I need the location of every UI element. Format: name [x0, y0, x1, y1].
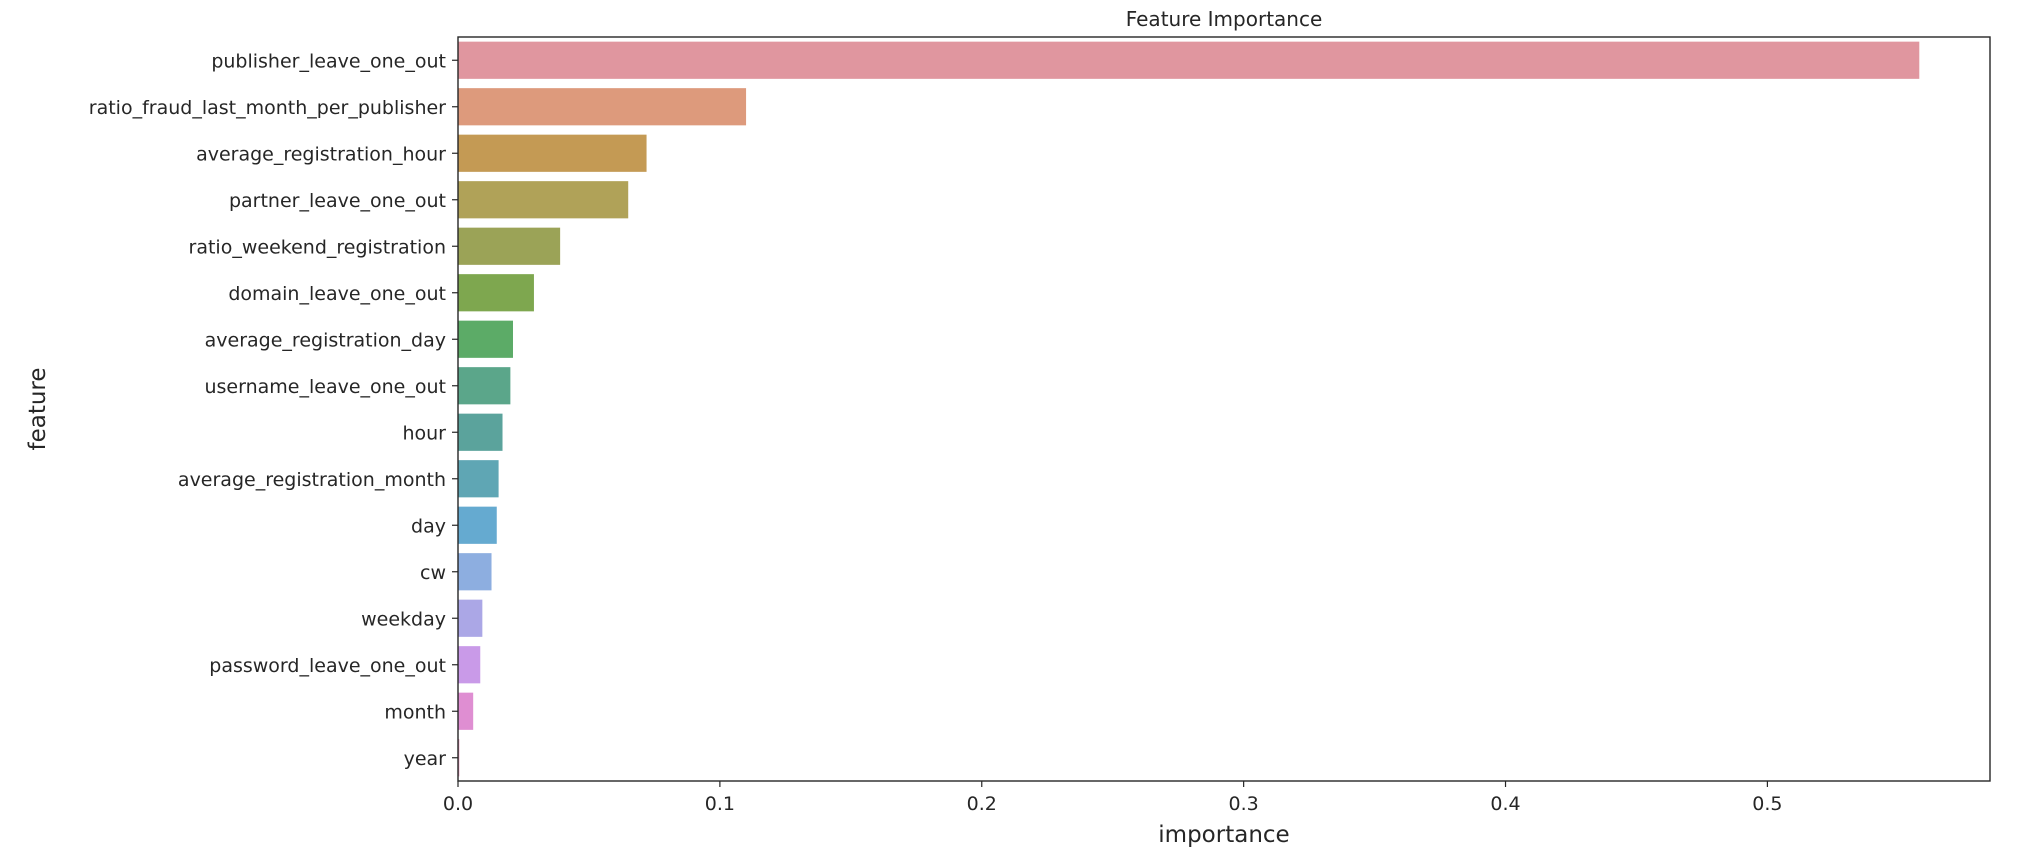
bar-average_registration_hour	[458, 134, 647, 172]
y-tick-label: hour	[402, 422, 446, 444]
x-tick-label: 0.5	[1752, 793, 1782, 815]
bar-day	[458, 506, 497, 544]
y-tick-label: ratio_weekend_registration	[189, 236, 446, 258]
bar-average_registration_month	[458, 460, 499, 498]
y-tick-label: ratio_fraud_last_month_per_publisher	[89, 97, 446, 119]
x-tick-label: 0.0	[443, 793, 473, 815]
x-axis-label: importance	[1158, 822, 1289, 848]
y-tick-label: month	[384, 701, 446, 723]
y-tick-label: average_registration_month	[178, 469, 446, 491]
plot-frame	[457, 36, 1991, 782]
y-tick-label: weekday	[361, 608, 446, 630]
bar-publisher_leave_one_out	[458, 41, 1920, 79]
x-tick-label: 0.1	[705, 793, 735, 815]
y-tick-label: cw	[420, 562, 446, 584]
x-tick-label: 0.2	[967, 793, 997, 815]
y-tick-labels: publisher_leave_one_out ratio_fraud_last_…	[89, 50, 458, 770]
bar-hour	[458, 413, 503, 451]
y-tick-label: average_registration_hour	[196, 143, 446, 165]
y-tick-label: domain_leave_one_out	[228, 283, 446, 305]
x-tick-label: 0.3	[1229, 793, 1259, 815]
bar-weekday	[458, 599, 483, 637]
y-tick-label: publisher_leave_one_out	[211, 50, 446, 72]
bars-group	[458, 41, 1920, 777]
y-tick-label: year	[404, 748, 447, 770]
bar-username_leave_one_out	[458, 367, 511, 405]
x-ticks: 0.0 0.1 0.2 0.3 0.4 0.5	[443, 781, 1783, 815]
bar-domain_leave_one_out	[458, 274, 534, 312]
y-tick-label: day	[411, 515, 446, 537]
chart-title: Feature Importance	[1126, 7, 1323, 31]
y-tick-label: partner_leave_one_out	[229, 190, 446, 212]
y-tick-label: username_leave_one_out	[204, 376, 446, 398]
bar-cw	[458, 553, 492, 591]
bar-ratio_weekend_registration	[458, 227, 561, 265]
x-tick-label: 0.4	[1490, 793, 1520, 815]
bar-ratio_fraud_last_month_per_publisher	[458, 88, 747, 126]
bar-password_leave_one_out	[458, 646, 481, 684]
bar-month	[458, 692, 474, 730]
bar-partner_leave_one_out	[458, 181, 629, 219]
bar-average_registration_day	[458, 320, 513, 358]
y-tick-label: average_registration_day	[205, 329, 446, 351]
y-axis-label: feature	[25, 367, 51, 450]
y-tick-label: password_leave_one_out	[209, 655, 446, 677]
